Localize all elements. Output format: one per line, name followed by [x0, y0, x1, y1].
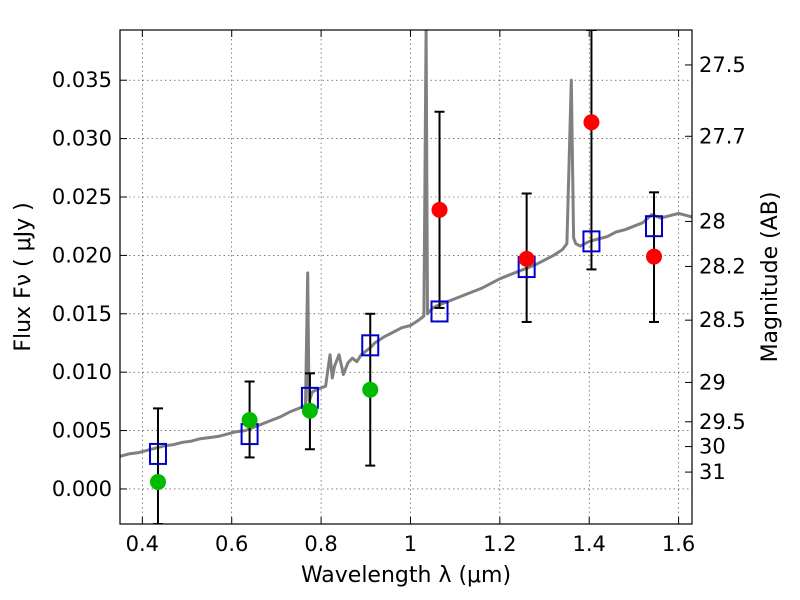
green-data-point — [241, 412, 258, 429]
green-data-point — [362, 381, 379, 398]
plot-frame — [119, 29, 693, 525]
model-photometry-square — [430, 300, 449, 323]
x-tick-label: 0.8 — [304, 532, 337, 556]
data-marks — [120, 30, 692, 524]
x-tick-label: 0.6 — [215, 532, 248, 556]
y-tick-label: 0.010 — [52, 360, 112, 384]
y-tick-label: 0.030 — [52, 127, 112, 151]
grid — [120, 30, 692, 524]
y-tick-label: 0.000 — [52, 477, 112, 501]
x-tick-label: 1.6 — [662, 532, 695, 556]
magnitude-tick-label: 30 — [699, 435, 726, 459]
y-tick-label: 0.020 — [52, 243, 112, 267]
magnitude-tick-label: 31 — [699, 460, 726, 484]
model-photometry-square — [361, 334, 380, 357]
red-data-point — [518, 250, 535, 267]
magnitude-tick-label: 29.5 — [699, 410, 746, 434]
x-axis-label: Wavelength λ (μm) — [301, 563, 511, 588]
axis-ticks: 0.4 0.6 0.8 1 1.2 1.4 1.6 0.000 0.005 0.010 0.015 0… — [52, 30, 746, 556]
magnitude-tick-label: 28.2 — [699, 254, 746, 278]
model-photometry-square — [582, 230, 601, 253]
y-tick-label: 0.025 — [52, 185, 112, 209]
magnitude-tick-label: 28 — [699, 209, 726, 233]
magnitude-tick-label: 27.5 — [699, 53, 746, 77]
y-tick-label: 0.005 — [52, 419, 112, 443]
x-tick-label: 0.4 — [126, 532, 159, 556]
red-data-point — [583, 114, 600, 131]
magnitude-axis-label: Magnitude (AB) — [758, 192, 783, 363]
magnitude-tick-label: 27.7 — [699, 124, 746, 148]
y-axis-label: Flux Fν ( μJy ) — [11, 202, 36, 351]
green-data-point — [149, 473, 166, 490]
model-photometry-square — [148, 442, 167, 465]
y-tick-label: 0.015 — [52, 302, 112, 326]
red-data-point — [646, 248, 663, 265]
plot-area — [120, 30, 692, 524]
y-tick-label: 0.035 — [52, 68, 112, 92]
green-data-point — [301, 402, 318, 419]
magnitude-tick-label: 28.5 — [699, 308, 746, 332]
x-tick-label: 1.2 — [483, 532, 516, 556]
red-data-point — [431, 201, 448, 218]
x-tick-label: 1.4 — [573, 532, 606, 556]
magnitude-tick-label: 29 — [699, 370, 726, 394]
x-tick-label: 1 — [404, 532, 417, 556]
model-photometry-square — [645, 215, 664, 238]
